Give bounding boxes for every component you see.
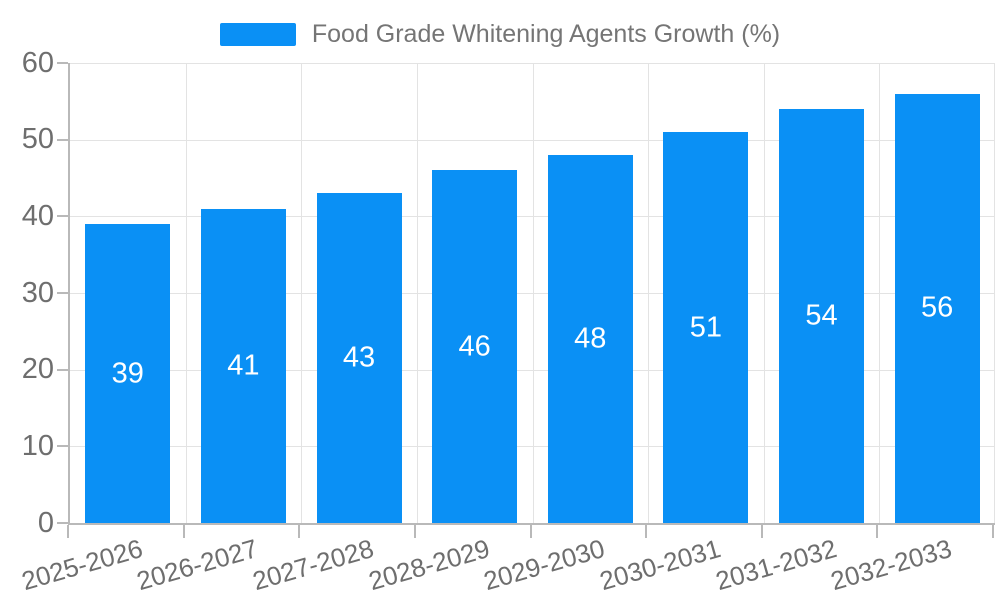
- y-axis-label: 60: [21, 46, 54, 79]
- bar: 54: [779, 109, 865, 523]
- bar-value-label: 43: [342, 341, 376, 374]
- gridline-vertical: [185, 63, 187, 523]
- x-axis-tick: [529, 525, 532, 538]
- bar: 46: [432, 170, 518, 523]
- y-axis-label: 20: [21, 353, 54, 386]
- legend-swatch-icon: [219, 23, 296, 46]
- bar: 43: [316, 193, 402, 523]
- y-axis-tick: [57, 292, 68, 294]
- gridline-vertical: [994, 63, 995, 523]
- bar: 56: [894, 93, 980, 523]
- bar-value-label: 56: [921, 291, 954, 324]
- chart-legend[interactable]: Food Grade Whitening Agents Growth (%): [0, 20, 1000, 49]
- y-axis-tick: [57, 368, 68, 371]
- gridline-vertical: [301, 63, 303, 523]
- y-axis-label: 10: [21, 429, 54, 462]
- y-axis-label: 50: [21, 123, 54, 156]
- x-axis-tick: [298, 525, 301, 538]
- x-axis-tick: [182, 525, 185, 538]
- bar-value-label: 51: [689, 311, 723, 343]
- bar: 41: [200, 208, 286, 523]
- bar-value-label: 41: [227, 349, 260, 382]
- bar-value-label: 46: [458, 330, 491, 363]
- plot-area: 39 41 43 46 48 51 54 56: [68, 63, 995, 525]
- gridline-vertical: [532, 63, 534, 523]
- y-axis-label: 40: [21, 199, 54, 232]
- y-axis-tick: [57, 138, 68, 141]
- x-axis-tick: [413, 525, 416, 538]
- bar: 48: [547, 155, 633, 523]
- x-axis-tick: [645, 525, 648, 538]
- bar: 39: [85, 224, 171, 523]
- legend-label: Food Grade Whitening Agents Growth (%): [311, 20, 781, 48]
- gridline-vertical: [416, 63, 418, 523]
- x-axis-tick: [992, 525, 994, 538]
- y-axis-label: 0: [37, 506, 54, 539]
- y-axis-label: 30: [21, 276, 54, 309]
- y-axis-tick: [57, 215, 68, 218]
- bar-value-label: 48: [574, 322, 607, 355]
- x-axis-tick: [760, 525, 763, 538]
- bar-value-label: 54: [805, 299, 838, 332]
- gridline-vertical: [763, 63, 765, 523]
- y-axis-tick: [57, 445, 68, 448]
- bar-value-label: 39: [111, 357, 144, 389]
- bar: 51: [663, 132, 749, 523]
- y-axis-tick: [57, 522, 68, 524]
- x-axis-tick: [876, 525, 879, 538]
- gridline-vertical: [879, 63, 881, 523]
- gridline-vertical: [648, 63, 650, 523]
- y-axis-tick: [57, 62, 68, 64]
- x-axis-tick: [67, 525, 69, 538]
